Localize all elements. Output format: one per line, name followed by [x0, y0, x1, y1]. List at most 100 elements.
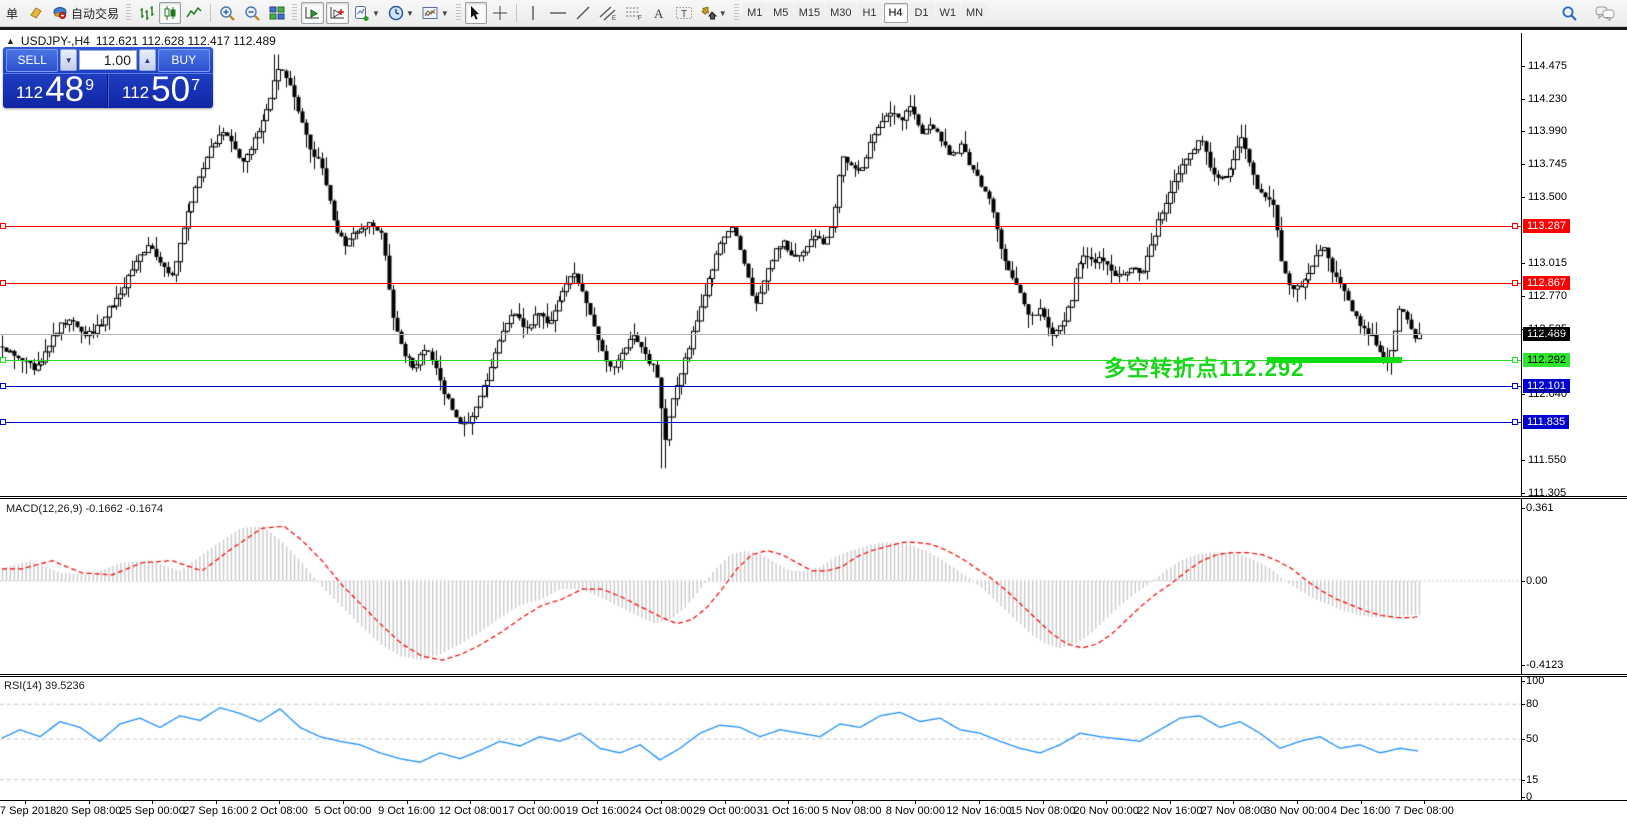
- zoom-out-button[interactable]: [241, 2, 264, 24]
- text-button[interactable]: A: [648, 2, 670, 24]
- tile-windows-button[interactable]: [266, 2, 288, 24]
- candlestick-chart-button[interactable]: [159, 2, 182, 24]
- time-axis-label[interactable]: 5 Oct 00:00: [314, 805, 372, 817]
- price-tick-mark: [1521, 493, 1525, 495]
- line-handle[interactable]: [1512, 357, 1518, 364]
- macd-panel-canvas[interactable]: [0, 499, 1521, 674]
- time-axis-label[interactable]: 5 Nov 08:00: [822, 805, 882, 817]
- horizontal-line-button[interactable]: [546, 2, 570, 24]
- horizontal-level-line[interactable]: [0, 421, 1521, 423]
- chat-button[interactable]: [1592, 2, 1618, 24]
- add-indicator-button[interactable]: ▼: [351, 2, 383, 24]
- time-axis-label[interactable]: 4 Dec 16:00: [1330, 805, 1391, 817]
- timeframe-m30[interactable]: M30: [826, 3, 856, 23]
- time-axis-label[interactable]: 15 Nov 08:00: [1009, 805, 1076, 817]
- toolbar: 单 自动交易 ▼ ▼ ▼: [0, 0, 1627, 27]
- svg-text:F: F: [638, 16, 642, 21]
- horizontal-level-line[interactable]: [0, 360, 1521, 362]
- price-tag: 112.489: [1523, 326, 1570, 341]
- search-button[interactable]: [1558, 2, 1581, 24]
- time-axis-label[interactable]: 29 Oct 00:00: [693, 805, 757, 817]
- toolbar-separator: [515, 4, 517, 22]
- bar-chart-button[interactable]: [135, 2, 157, 24]
- price-tick-label: 113.500: [1528, 191, 1567, 204]
- line-handle[interactable]: [1512, 279, 1518, 286]
- rsi-panel-divider[interactable]: [0, 674, 1627, 677]
- line-handle[interactable]: [0, 418, 6, 425]
- templates-button[interactable]: ▼: [419, 2, 452, 24]
- crosshair-button[interactable]: [489, 2, 511, 24]
- timeframe-mn[interactable]: MN: [962, 3, 988, 23]
- timeframe-d1[interactable]: D1: [909, 3, 934, 23]
- time-axis-label[interactable]: 2 Oct 08:00: [250, 805, 308, 817]
- time-axis-label[interactable]: 7 Dec 08:00: [1394, 805, 1454, 817]
- horizontal-level-line[interactable]: [0, 385, 1521, 387]
- sell-price[interactable]: 112 48 9: [3, 72, 108, 107]
- price-tick-label: 111.305: [1528, 487, 1567, 500]
- rsi-panel-canvas[interactable]: [0, 677, 1521, 800]
- time-axis-label[interactable]: 30 Nov 00:00: [1264, 805, 1330, 817]
- time-axis-label[interactable]: 25 Sep 00:00: [119, 805, 185, 817]
- line-handle[interactable]: [1512, 418, 1518, 425]
- line-handle[interactable]: [0, 279, 6, 286]
- time-axis-label[interactable]: 27 Nov 08:00: [1200, 805, 1267, 817]
- sell-button[interactable]: SELL: [6, 48, 59, 72]
- buy-price[interactable]: 112 50 7: [108, 72, 213, 107]
- new-order-button[interactable]: 单: [1, 2, 23, 24]
- line-chart-button[interactable]: [183, 2, 205, 24]
- auto-scroll-button[interactable]: [326, 2, 350, 24]
- arrows-button[interactable]: ▼: [698, 2, 730, 24]
- trendline-button[interactable]: [572, 2, 594, 24]
- autotrading-button[interactable]: 自动交易: [49, 2, 122, 24]
- time-axis-label[interactable]: 19 Oct 16:00: [565, 805, 629, 817]
- turning-point-annotation[interactable]: 多空转折点112.292: [1104, 356, 1305, 381]
- support-highlight-bar[interactable]: [1267, 357, 1402, 364]
- line-handle[interactable]: [1512, 223, 1518, 230]
- time-axis-label[interactable]: 12 Oct 08:00: [438, 805, 502, 817]
- line-handle[interactable]: [0, 382, 6, 389]
- macd-panel-divider[interactable]: [0, 496, 1627, 499]
- time-axis-label[interactable]: 24 Oct 08:00: [629, 805, 693, 817]
- time-axis-label[interactable]: 8 Nov 00:00: [885, 805, 946, 817]
- buy-button[interactable]: BUY: [157, 48, 210, 72]
- horizontal-level-line[interactable]: [0, 282, 1521, 284]
- time-axis-label[interactable]: 17 Oct 00:00: [502, 805, 566, 817]
- line-handle[interactable]: [0, 357, 6, 364]
- time-axis-label[interactable]: 17 Sep 2018: [0, 805, 57, 817]
- zoom-in-button[interactable]: [216, 2, 239, 24]
- volume-decrease-button[interactable]: ▼: [60, 49, 77, 71]
- timeframe-m15[interactable]: M15: [794, 3, 825, 23]
- time-axis-label[interactable]: 27 Sep 16:00: [183, 805, 249, 817]
- periods-button[interactable]: ▼: [385, 2, 417, 24]
- timeframe-m1[interactable]: M1: [742, 3, 767, 23]
- channel-button[interactable]: E: [596, 2, 620, 24]
- rsi-tick-label: 0: [1526, 791, 1533, 803]
- volume-increase-button[interactable]: ▲: [139, 49, 156, 71]
- price-tick-mark: [1521, 328, 1525, 330]
- horizontal-level-line[interactable]: [0, 226, 1521, 228]
- trendline-icon: [576, 6, 590, 20]
- one-click-top-row: SELL ▼ ▲ BUY: [3, 47, 213, 74]
- fibonacci-button[interactable]: F: [622, 2, 646, 24]
- cursor-icon: [471, 6, 480, 20]
- main-chart-canvas[interactable]: [0, 33, 1521, 496]
- timeframe-h4[interactable]: H4: [883, 3, 908, 23]
- chart-shift-button[interactable]: [301, 2, 325, 24]
- timeframe-m5[interactable]: M5: [768, 3, 793, 23]
- text-label-button[interactable]: T: [672, 2, 696, 24]
- timeframe-w1[interactable]: W1: [935, 3, 961, 23]
- time-axis-label[interactable]: 20 Nov 00:00: [1073, 805, 1139, 817]
- time-axis-label[interactable]: 12 Nov 16:00: [946, 805, 1012, 817]
- collapse-arrow-icon[interactable]: ▲: [6, 36, 15, 46]
- time-axis-label[interactable]: 20 Sep 08:00: [55, 805, 122, 817]
- volume-input[interactable]: [79, 50, 137, 70]
- vertical-line-button[interactable]: [522, 2, 544, 24]
- line-handle[interactable]: [1512, 382, 1518, 389]
- time-axis-label[interactable]: 9 Oct 16:00: [378, 805, 436, 817]
- line-handle[interactable]: [0, 223, 6, 230]
- time-axis-label[interactable]: 22 Nov 16:00: [1137, 805, 1203, 817]
- time-axis-label[interactable]: 31 Oct 16:00: [756, 805, 820, 817]
- timeframe-h1[interactable]: H1: [857, 3, 882, 23]
- cursor-button[interactable]: [464, 2, 487, 24]
- alert-icon[interactable]: [25, 2, 47, 24]
